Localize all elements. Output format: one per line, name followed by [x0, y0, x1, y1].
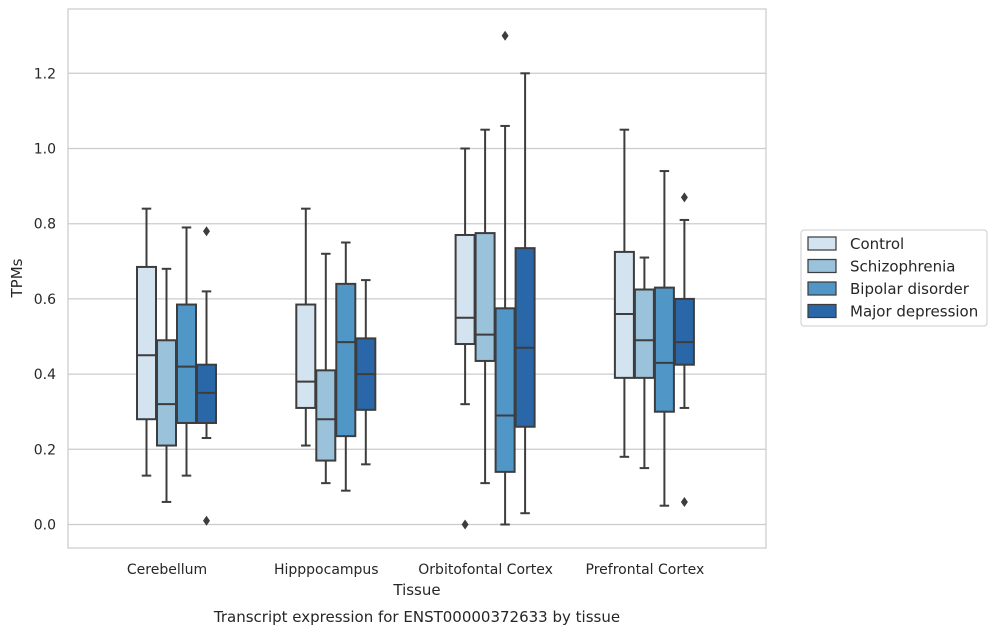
y-tick-label: 1.2 [34, 66, 56, 82]
box-major-depression [673, 192, 695, 507]
box-body [315, 369, 337, 462]
legend-label: Major depression [850, 303, 978, 321]
legend-label: Bipolar disorder [850, 280, 970, 298]
outlier-point [501, 30, 509, 41]
box-body [176, 303, 197, 424]
outlier-point [680, 496, 688, 507]
y-tick-label: 0.2 [34, 442, 56, 458]
box-body [136, 265, 157, 421]
legend-swatch [807, 303, 837, 319]
box-schizophrenia [633, 256, 655, 470]
legend: Control Schizophrenia Bipolar disorder Majo… [800, 229, 988, 327]
box-control [295, 207, 317, 447]
x-tick-label: Orbitofontal Cortex [418, 562, 553, 578]
x-tick-labels: Cerebellum Hipppocampus Orbitofontal Corte… [127, 562, 704, 578]
x-tick-label: Prefrontal Cortex [586, 562, 705, 578]
box-schizophrenia [315, 252, 337, 485]
outlier-point [203, 515, 210, 526]
box-body [335, 282, 357, 438]
legend-swatch [807, 281, 837, 296]
legend-label: Control [850, 235, 904, 253]
legend-frame [800, 229, 988, 327]
box-major-depression [514, 72, 536, 515]
x-tick-label: Hipppocampus [274, 562, 379, 578]
y-tick-labels: 0.0 0.2 0.4 0.6 0.8 1.0 1.2 [34, 66, 56, 533]
y-tick-label: 1.0 [34, 142, 56, 158]
box-body [514, 247, 536, 428]
box-body [653, 286, 675, 413]
box-control [454, 147, 476, 530]
plot-frame [67, 8, 767, 549]
box-bipolar-disorder [176, 226, 197, 477]
box-body [454, 233, 476, 346]
box-major-depression [196, 226, 217, 526]
y-tick-label: 0.4 [34, 367, 56, 383]
box-major-depression [355, 279, 377, 466]
x-tick-label: Cerebellum [127, 562, 207, 578]
y-tick-label: 0.0 [34, 518, 56, 534]
box-schizophrenia [474, 128, 496, 485]
y-tick-label: 0.8 [34, 217, 56, 233]
y-tick-label: 0.6 [34, 292, 56, 308]
box-body [494, 307, 516, 473]
box-body [633, 288, 655, 379]
legend-swatch [807, 258, 837, 274]
x-axis-label: Tissue [392, 581, 440, 599]
box-body [673, 297, 695, 366]
plot-area [68, 9, 766, 548]
outlier-point [680, 192, 688, 203]
box-body [156, 339, 177, 447]
outlier-point [461, 519, 469, 530]
chart-caption: Transcript expression for ENST0000037263… [213, 608, 620, 626]
box-body [295, 303, 317, 409]
legend-label: Schizophrenia [850, 258, 955, 276]
box-body [474, 232, 496, 362]
box-series [136, 30, 695, 530]
outlier-point [203, 226, 210, 237]
y-axis-label: TPMs [8, 258, 26, 298]
legend-swatch [807, 236, 837, 251]
